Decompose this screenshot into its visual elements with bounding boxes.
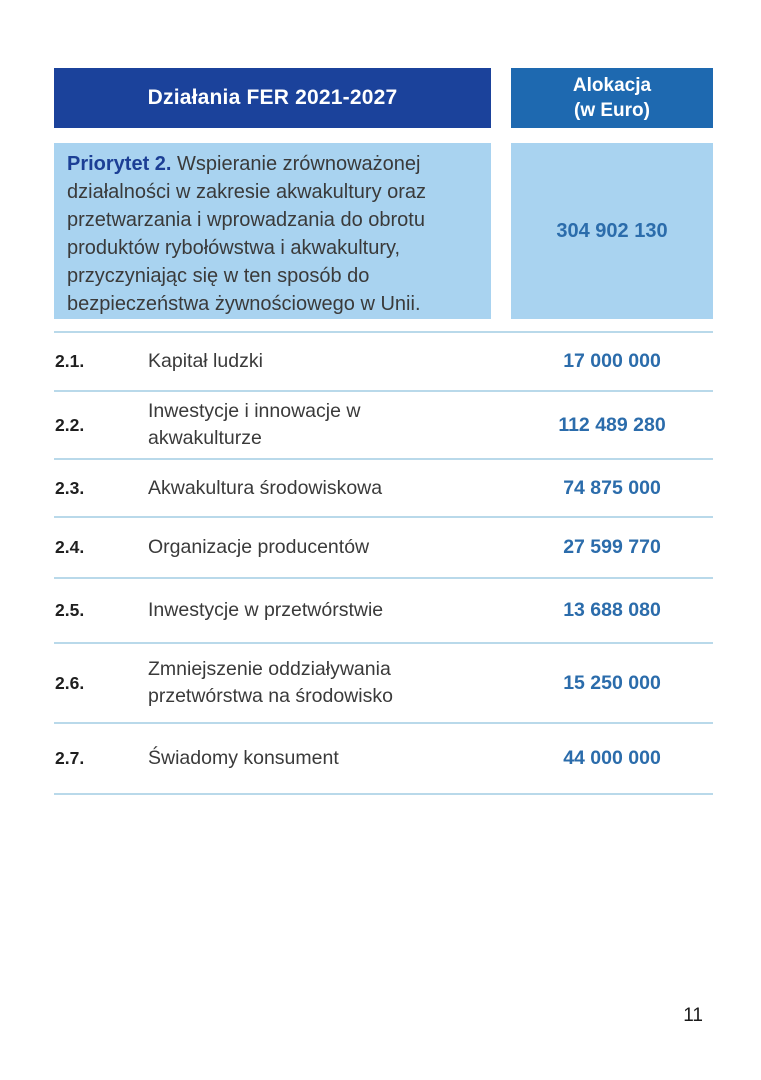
measure-number: 2.6. [55,672,85,693]
table-header-allocation-line2: (w Euro) [574,100,650,121]
priority-measures-rows: 2.1. Kapitał ludzki 17 000 000 2.2. Inwe… [54,331,713,795]
table-header-row: Działania FER 2021-2027 Alokacja (w Euro… [54,68,713,128]
table-row: 2.7. Świadomy konsument 44 000 000 [54,724,713,795]
measure-label: Organizacje producentów [148,536,370,558]
measure-allocation: 44 000 000 [563,747,661,769]
table-header-allocation: Alokacja (w Euro) [511,68,713,128]
priority-2-allocation-value: 304 902 130 [556,219,668,242]
measure-allocation: 15 250 000 [563,671,661,694]
table-header-actions: Działania FER 2021-2027 [54,68,491,128]
measure-label: Akwakultura środowiskowa [148,476,383,499]
measure-label: Świadomy konsument [148,747,339,769]
table-row: 2.4. Organizacje producentów 27 599 770 [54,518,713,579]
table-row: 2.5. Inwestycje w przetwórstwie 13 688 0… [54,579,713,644]
measure-label: Zmniejszenie oddziaływania przetwórstwa … [148,658,393,707]
priority-2-row: Priorytet 2. Wspieranie zrównoważonej dz… [54,143,713,319]
measure-allocation: 74 875 000 [563,476,661,499]
table-header-allocation-line1: Alokacja [572,75,652,96]
measure-number: 2.2. [55,414,85,435]
priority-2-title: Priorytet 2. [67,153,172,175]
measure-allocation: 17 000 000 [563,350,661,372]
table-row: 2.6. Zmniejszenie oddziaływania przetwór… [54,644,713,724]
priority-2-description-cell: Priorytet 2. Wspieranie zrównoważonej dz… [54,143,491,319]
measure-number: 2.7. [55,748,85,768]
measure-number: 2.5. [55,600,85,620]
priority-2-description: Wspieranie zrównoważonej działalności w … [67,153,427,315]
table-row: 2.1. Kapitał ludzki 17 000 000 [54,333,713,392]
measure-label: Kapitał ludzki [148,350,263,372]
measure-label: Inwestycje w przetwórstwie [148,599,384,621]
priority-2-allocation-cell: 304 902 130 [511,143,713,319]
table-row: 2.3. Akwakultura środowiskowa 74 875 000 [54,460,713,518]
measure-allocation: 27 599 770 [563,536,661,558]
page-number: 11 [683,1005,703,1026]
table-row: 2.2. Inwestycje i innowacje w akwakultur… [54,392,713,460]
measure-number: 2.1. [55,351,85,371]
measure-allocation: 112 489 280 [558,413,666,436]
measure-number: 2.3. [55,477,85,498]
measure-number: 2.4. [55,537,85,557]
measure-allocation: 13 688 080 [563,599,661,621]
measure-label: Inwestycje i innowacje w akwakulturze [148,400,361,449]
allocation-table: Działania FER 2021-2027 Alokacja (w Euro… [54,68,713,795]
table-header-actions-label: Działania FER 2021-2027 [147,86,398,109]
